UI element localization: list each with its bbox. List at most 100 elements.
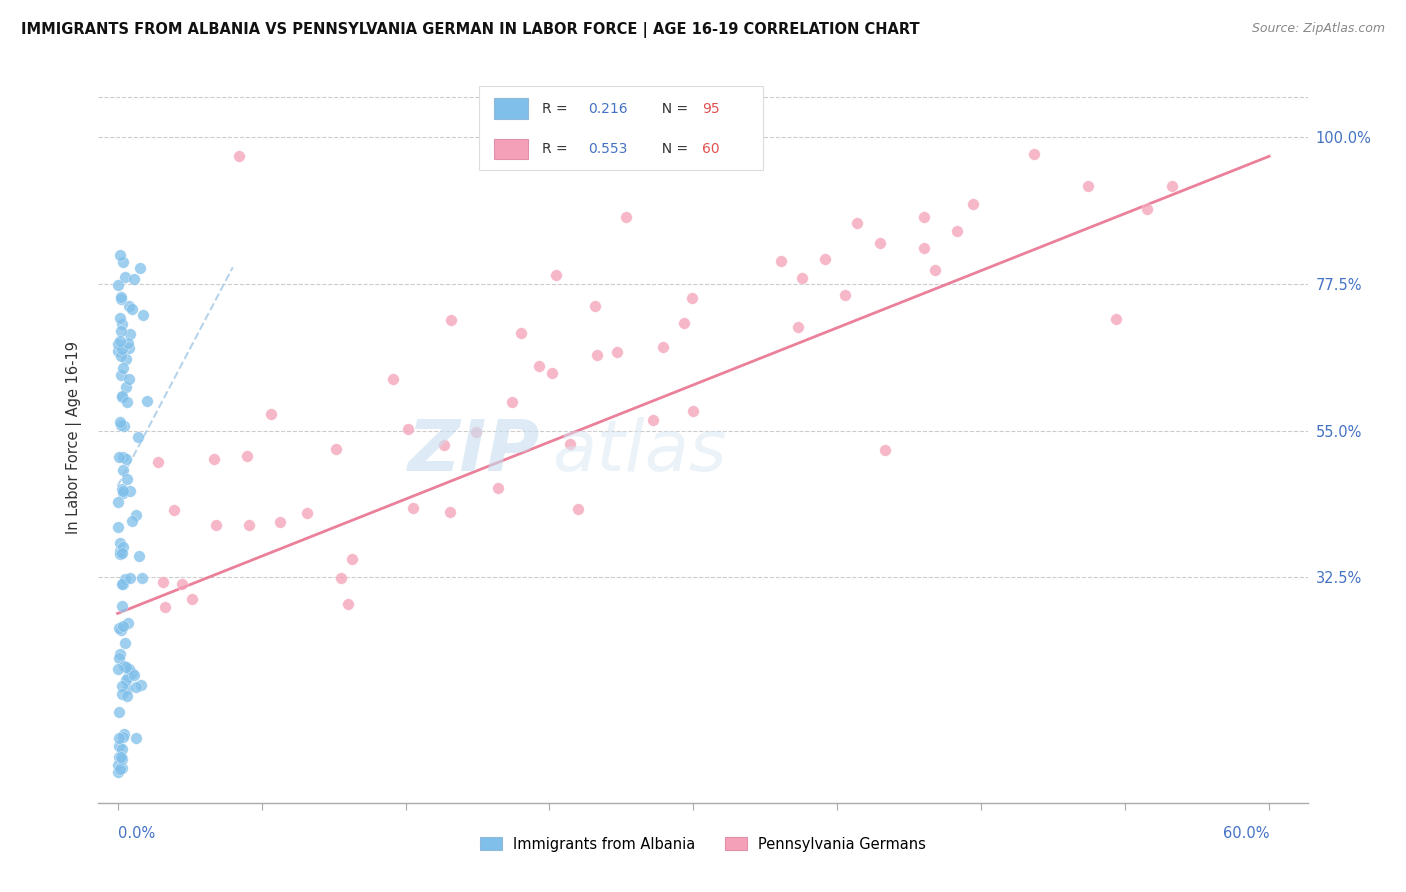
Point [115, 395, 138, 409]
Text: N =: N = [654, 142, 693, 156]
Text: IMMIGRANTS FROM ALBANIA VS PENNSYLVANIA GERMAN IN LABOR FORCE | AGE 16-19 CORREL: IMMIGRANTS FROM ALBANIA VS PENNSYLVANIA … [21, 22, 920, 38]
Point [118, 300, 141, 314]
Point [112, 731, 135, 745]
Point [111, 752, 134, 766]
Point [110, 310, 132, 325]
Point [111, 546, 134, 560]
Point [117, 472, 139, 486]
Point [153, 599, 176, 614]
Point [112, 483, 135, 498]
Point [586, 348, 609, 362]
Point [181, 591, 204, 606]
Point [115, 380, 138, 394]
Text: 0.216: 0.216 [588, 102, 627, 116]
Point [583, 299, 606, 313]
Point [110, 350, 132, 364]
Point [121, 301, 143, 316]
Point [117, 681, 139, 696]
Point [118, 484, 141, 499]
Text: 60: 60 [702, 142, 720, 156]
Point [962, 196, 984, 211]
Point [108, 750, 131, 764]
Point [110, 418, 132, 433]
Point [111, 389, 134, 403]
Point [652, 340, 675, 354]
Point [111, 317, 134, 331]
Point [146, 455, 169, 469]
Point [112, 659, 135, 673]
Point [108, 731, 131, 745]
Point [111, 485, 134, 500]
Point [1136, 202, 1159, 216]
Point [1105, 312, 1128, 326]
Point [108, 621, 131, 635]
Point [108, 647, 131, 661]
Point [501, 394, 523, 409]
Point [114, 269, 136, 284]
Point [111, 482, 134, 496]
Point [673, 316, 696, 330]
Point [111, 741, 134, 756]
Point [269, 515, 291, 529]
Point [114, 572, 136, 586]
Point [107, 662, 129, 676]
Point [381, 372, 404, 386]
Point [325, 442, 347, 456]
Point [114, 636, 136, 650]
Point [115, 451, 138, 466]
Point [107, 765, 129, 780]
Point [107, 450, 129, 464]
Point [111, 390, 134, 404]
Point [107, 520, 129, 534]
Point [118, 372, 141, 386]
Point [110, 368, 132, 383]
Point [125, 508, 148, 522]
Point [606, 345, 628, 359]
Point [439, 505, 461, 519]
Point [112, 418, 135, 433]
Point [110, 547, 132, 561]
Y-axis label: In Labor Force | Age 16-19: In Labor Force | Age 16-19 [66, 341, 83, 533]
Text: 0.0%: 0.0% [118, 826, 155, 840]
Point [128, 261, 150, 276]
Point [945, 224, 967, 238]
Text: N =: N = [654, 102, 693, 116]
Point [527, 359, 550, 373]
Point [125, 731, 148, 746]
Point [112, 727, 135, 741]
Point [228, 149, 250, 163]
Point [486, 481, 509, 495]
Text: ZIP: ZIP [408, 417, 540, 486]
Point [121, 666, 143, 681]
Point [117, 616, 139, 631]
Point [108, 762, 131, 776]
Point [112, 463, 135, 477]
Point [238, 518, 260, 533]
Point [107, 277, 129, 292]
Point [124, 667, 146, 681]
Point [614, 210, 637, 224]
Point [170, 577, 193, 591]
Point [641, 413, 664, 427]
Point [336, 597, 359, 611]
Point [108, 536, 131, 550]
Point [875, 443, 897, 458]
Point [681, 291, 703, 305]
Point [111, 450, 134, 465]
Point [845, 216, 868, 230]
Point [567, 502, 589, 516]
Text: R =: R = [543, 142, 572, 156]
Point [163, 503, 186, 517]
Point [120, 326, 142, 341]
Point [433, 438, 456, 452]
Point [440, 313, 463, 327]
Point [912, 241, 935, 255]
Point [111, 343, 134, 357]
Point [118, 571, 141, 585]
Point [110, 623, 132, 637]
Point [135, 393, 157, 408]
Point [295, 506, 318, 520]
Point [121, 514, 143, 528]
Point [111, 576, 134, 591]
Point [236, 450, 259, 464]
